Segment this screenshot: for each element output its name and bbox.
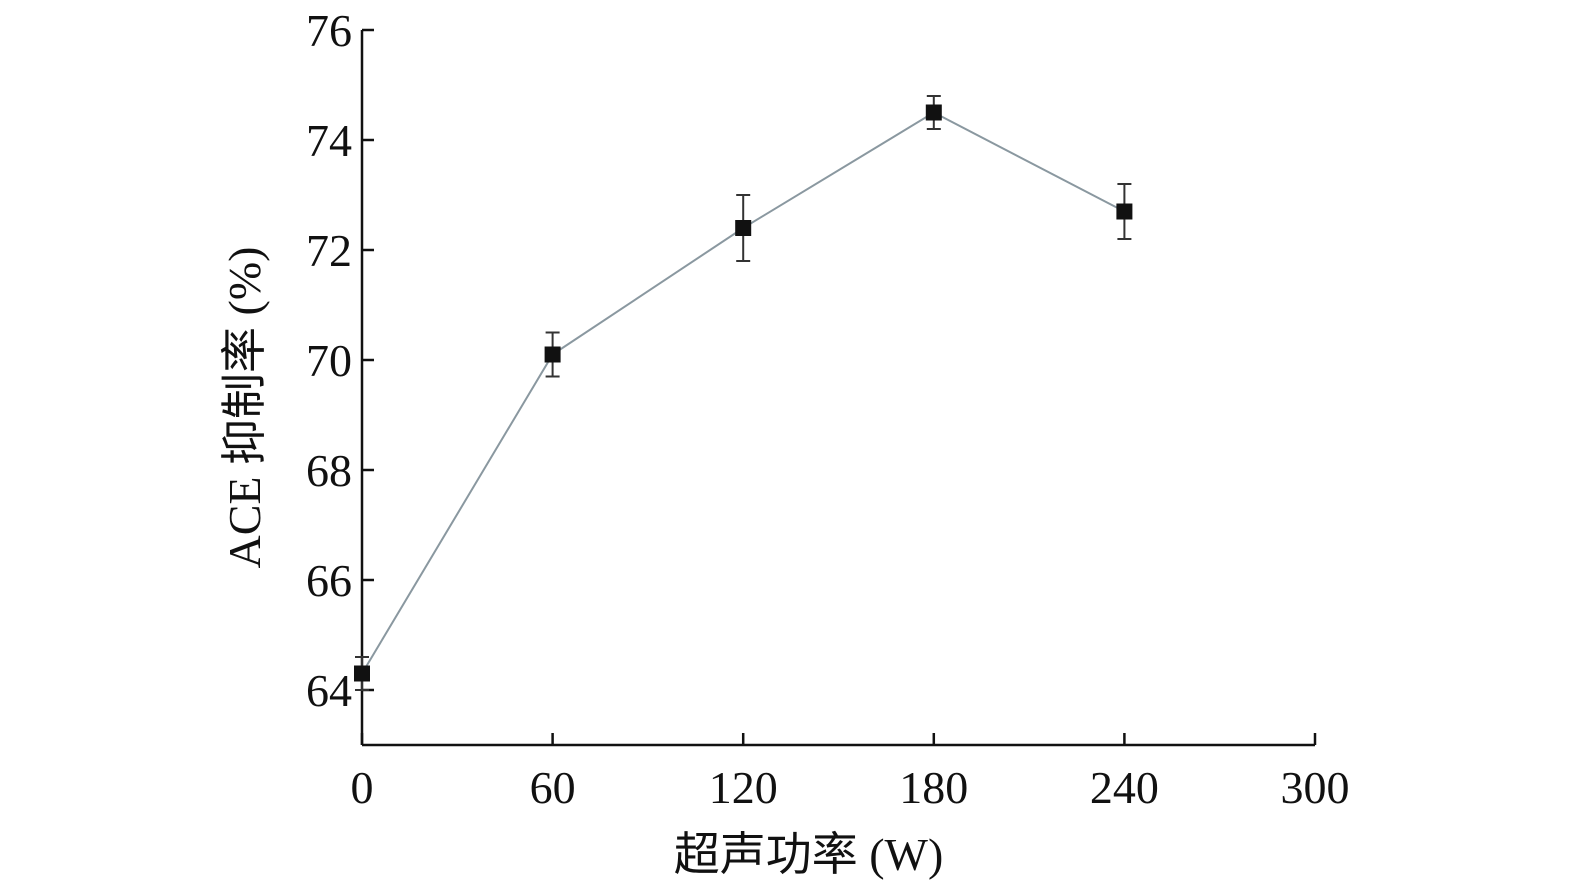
x-axis-title: 超声功率 (W) [674,829,944,880]
data-point-marker [1116,203,1133,220]
data-point-marker [735,220,752,236]
x-tick-label: 300 [1281,762,1350,813]
x-tick-label: 60 [530,762,576,813]
x-tick-label: 0 [351,762,374,813]
data-point-marker [354,665,370,682]
y-tick-label: 70 [306,335,352,386]
axes [360,30,1315,747]
data-point-marker [925,104,942,121]
x-ticks: 0 60 120 180 240 300 [351,733,1350,813]
x-tick-label: 120 [709,762,778,813]
y-tick-label: 74 [306,115,352,166]
y-axis-title: ACE 抑制率 (%) [219,247,270,569]
y-tick-label: 66 [306,555,352,606]
y-tick-label: 64 [306,665,352,716]
y-tick-label: 76 [306,5,352,56]
y-tick-label: 68 [306,445,352,496]
x-tick-label: 240 [1090,762,1159,813]
x-tick-label: 180 [899,762,968,813]
y-ticks: 64 66 68 70 72 74 76 [306,5,374,716]
series-layer [354,95,1133,691]
data-point-marker [544,346,561,363]
y-tick-label: 72 [306,225,352,276]
